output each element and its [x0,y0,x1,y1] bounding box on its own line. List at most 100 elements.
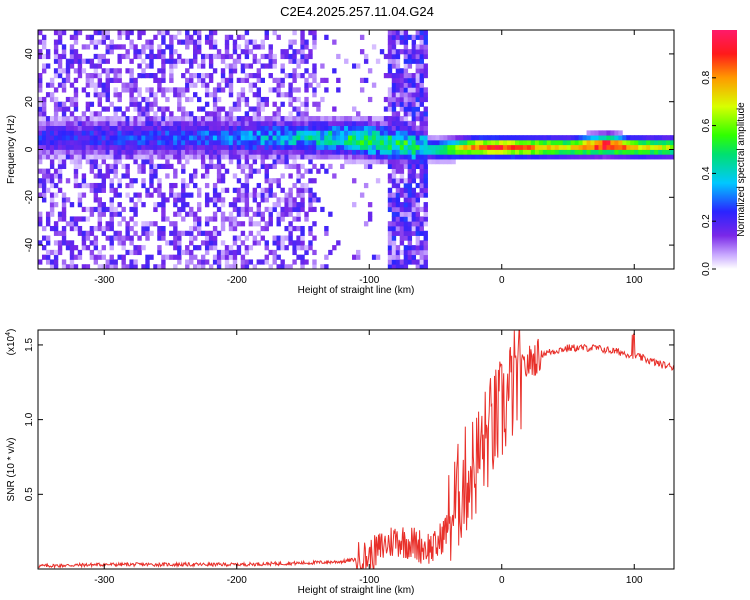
spectrogram-cell [49,264,55,270]
spectrogram-cell [288,139,293,146]
spectrogram-cell [109,120,114,126]
spectrogram-cell [312,44,317,50]
spectrogram-cell [308,53,313,60]
spectrogram-cell [77,139,83,146]
spectrogram-cell [459,144,464,150]
spectrogram-cell [41,34,47,40]
spectrogram-cell [479,149,484,155]
spectrogram-cell [296,254,301,260]
spectrogram-cell [379,139,385,146]
spectrogram-cell [129,149,134,155]
spectrogram-cell [185,182,190,189]
spectrogram-cell [93,53,99,60]
spectrogram-cell [387,254,393,260]
spectrogram-cell [153,206,158,213]
spectrogram-cell [526,154,532,160]
spectrogram-cell [375,120,381,126]
spectrogram-cell [45,92,51,98]
spectrogram-cell [300,144,305,150]
spectrogram-cell [161,30,166,36]
spectrogram-cell [173,240,178,246]
spectrogram-cell [93,163,99,170]
spectrogram-cell [97,249,103,256]
spectrogram-cell [415,225,421,232]
spectrogram-cell [85,245,91,251]
spectrogram-cell [340,135,345,141]
spectrogram-cell [419,139,424,146]
spectrogram-cell [113,120,118,126]
spectrogram-cell [41,178,47,184]
spectrogram-cell [204,202,210,208]
spectrogram-cell [252,211,258,217]
spectrogram-cell [81,139,87,146]
spectrogram-cell [411,144,417,150]
spectrogram-cell [387,73,393,79]
spectrogram-cell [232,202,238,208]
spectrogram-cell [264,197,269,203]
spectrogram-cell [391,120,397,126]
spectrogram-cell [244,44,250,50]
spectrogram-cell [212,240,218,246]
spectrogram-cell [391,135,397,141]
spectrogram-cell [85,92,91,98]
spectrogram-cell [292,245,297,251]
spectrogram-cell [228,245,234,251]
spectrogram-cell [574,154,580,160]
spectrogram-cell [427,135,432,141]
spectrogram-cell [248,168,254,174]
spectrogram-cell [407,130,413,136]
spectrogram-cell [89,168,95,174]
spectrogram-cell [228,211,234,217]
spectrogram-cell [304,168,309,174]
spectrogram-cell [395,125,401,131]
spectrogram-cell [185,39,190,45]
spectrogram-cell [280,197,285,203]
spectrogram-cell [312,149,317,155]
spectrogram-cell [288,44,293,50]
spectrogram-cell [407,173,413,179]
spectrogram-cell [117,182,122,189]
spectrogram-cell [407,101,413,107]
spectrogram-cell [411,206,417,213]
spectrogram-cell [57,106,63,112]
spectrogram-cell [77,149,83,155]
spectrogram-cell [260,130,265,136]
spectrogram-cell [236,149,242,155]
spectrogram-cell [117,120,122,126]
spectrogram-cell [45,139,51,146]
spectrogram-cell [399,49,405,55]
spectrogram-cell [312,92,317,98]
spectrogram-cell [244,259,250,265]
spectrogram-cell [602,139,607,146]
spectrogram-cell [49,197,55,203]
spectrogram-cell [403,197,409,203]
spectrogram-cell [344,58,349,64]
spectrogram-cell [185,120,190,126]
spectrogram-cell [133,82,138,88]
spectrogram-cell [610,135,615,141]
spectrogram-cell [344,130,349,136]
spectrogram-cell [272,63,277,69]
spectrogram-cell [252,111,258,117]
spectrogram-cell [137,106,142,112]
spectrogram-cell [93,173,99,179]
spectrogram-cell [407,225,413,232]
spectrogram-cell [204,197,210,203]
spectrogram-cell [216,259,222,265]
spectrogram-cell [85,34,91,40]
spectrogram-cell [499,154,504,160]
spectrogram-cell [320,63,325,69]
spectrogram-cell [566,135,572,141]
spectrogram-cell [387,202,393,208]
spectrogram-cell [161,235,166,241]
spectrogram-cell [240,77,246,83]
spectrogram-cell [105,73,110,79]
spectrogram-cell [169,44,174,50]
spectrogram-cell [546,144,552,150]
spectrogram-cell [300,111,305,117]
spectrogram-cell [670,139,675,146]
spectrogram-cell [137,120,142,126]
spectrogram-cell [169,254,174,260]
spectrogram-cell [248,173,254,179]
spectrogram-cell [332,120,337,126]
